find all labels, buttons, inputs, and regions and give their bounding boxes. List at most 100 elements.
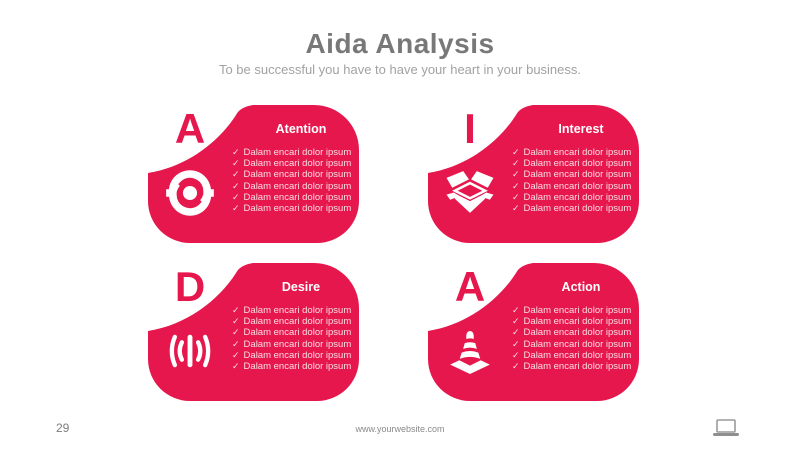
bullet-item: ✓ Dalam encari dolor ipsum [232,361,351,372]
bullet-item: ✓ Dalam encari dolor ipsum [512,316,631,327]
laptop-icon [713,419,739,436]
bullet-text: Dalam encari dolor ipsum [523,305,632,316]
bullet-item: ✓ Dalam encari dolor ipsum [232,147,351,158]
bullet-item: ✓ Dalam encari dolor ipsum [232,169,351,180]
bullet-item: ✓ Dalam encari dolor ipsum [232,158,351,169]
aida-card-desire: D Desire ✓ Dalam encari dolor ipsum ✓ Dala… [148,263,359,401]
bullet-item: ✓ Dalam encari dolor ipsum [512,361,631,372]
bullet-item: ✓ Dalam encari dolor ipsum [512,327,631,338]
check-icon: ✓ [232,158,240,169]
sync-attention-icon [163,167,217,219]
card-shape [428,105,639,243]
bullet-text: Dalam encari dolor ipsum [523,191,632,203]
check-icon: ✓ [512,169,520,180]
check-icon: ✓ [512,147,520,157]
bullet-item: ✓ Dalam encari dolor ipsum [512,181,631,192]
bullet-list: ✓ Dalam encari dolor ipsum ✓ Dalam encari … [232,147,351,214]
bullet-text: Dalam encari dolor ipsum [243,327,352,339]
page-number: 29 [56,421,70,435]
bullet-item: ✓ Dalam encari dolor ipsum [512,169,631,180]
bullet-text: Dalam encari dolor ipsum [243,203,352,215]
bullet-text: Dalam encari dolor ipsum [523,349,632,361]
page-title: Aida Analysis [305,28,495,59]
bullet-item: ✓ Dalam encari dolor ipsum [232,192,351,203]
bullet-item: ✓ Dalam encari dolor ipsum [232,327,351,338]
open-box-icon [443,167,497,219]
check-icon: ✓ [232,327,240,338]
card-title: Action [561,280,601,294]
card-title: Atention [275,122,327,136]
bullet-text: Dalam encari dolor ipsum [523,169,632,181]
bullet-item: ✓ Dalam encari dolor ipsum [512,203,631,214]
bullet-text: Dalam encari dolor ipsum [243,169,352,181]
bullet-text: Dalam encari dolor ipsum [243,180,352,192]
check-icon: ✓ [232,349,240,360]
check-icon: ✓ [512,361,520,372]
bullet-text: Dalam encari dolor ipsum [523,147,632,158]
check-icon: ✓ [232,338,240,349]
bullet-text: Dalam encari dolor ipsum [523,361,632,373]
card-letter: A [454,263,486,310]
bullet-text: Dalam encari dolor ipsum [243,147,352,158]
bullet-text: Dalam encari dolor ipsum [243,158,352,170]
check-icon: ✓ [232,147,240,157]
bullet-text: Dalam encari dolor ipsum [243,316,352,328]
check-icon: ✓ [232,316,240,327]
check-icon: ✓ [512,316,520,327]
check-icon: ✓ [232,180,240,191]
bullet-item: ✓ Dalam encari dolor ipsum [512,158,631,169]
bullet-text: Dalam encari dolor ipsum [523,203,632,215]
check-icon: ✓ [512,338,520,349]
bullet-item: ✓ Dalam encari dolor ipsum [512,147,631,158]
aida-card-action: A Action ✓ Dalam encari dolor ipsum ✓ Dala… [428,263,639,401]
bullet-list: ✓ Dalam encari dolor ipsum ✓ Dalam encari … [232,305,351,372]
bullet-item: ✓ Dalam encari dolor ipsum [512,192,631,203]
bullet-item: ✓ Dalam encari dolor ipsum [232,203,351,214]
broadcast-antenna-icon [163,325,217,377]
check-icon: ✓ [232,305,240,315]
card-letter: D [174,263,206,310]
bullet-text: Dalam encari dolor ipsum [243,191,352,203]
bullet-item: ✓ Dalam encari dolor ipsum [232,350,351,361]
bullet-text: Dalam encari dolor ipsum [243,338,352,350]
card-title: Desire [281,280,321,294]
card-letter: A [174,105,206,152]
bullet-text: Dalam encari dolor ipsum [523,338,632,350]
check-icon: ✓ [512,349,520,360]
check-icon: ✓ [512,158,520,169]
bullet-item: ✓ Dalam encari dolor ipsum [232,316,351,327]
check-icon: ✓ [512,191,520,202]
footer-website: www.yourwebsite.com [355,424,445,434]
card-letter: I [464,105,476,152]
aida-card-attention: A Atention ✓ Dalam encari dolor ipsum ✓ Da… [148,105,359,243]
bullet-text: Dalam encari dolor ipsum [243,305,352,316]
bullet-item: ✓ Dalam encari dolor ipsum [512,305,631,316]
bullet-item: ✓ Dalam encari dolor ipsum [232,305,351,316]
check-icon: ✓ [232,169,240,180]
bullet-item: ✓ Dalam encari dolor ipsum [512,339,631,350]
traffic-cone-icon [443,325,497,377]
page-subtitle: To be successful you have to have your h… [218,62,582,77]
check-icon: ✓ [232,203,240,214]
aida-card-interest: I Interest ✓ Dalam encari dolor ipsum ✓ Da… [428,105,639,243]
bullet-list: ✓ Dalam encari dolor ipsum ✓ Dalam encari … [512,147,631,214]
bullet-item: ✓ Dalam encari dolor ipsum [512,350,631,361]
check-icon: ✓ [512,203,520,214]
bullet-text: Dalam encari dolor ipsum [523,316,632,328]
card-title: Interest [558,122,604,136]
bullet-text: Dalam encari dolor ipsum [523,158,632,170]
bullet-item: ✓ Dalam encari dolor ipsum [232,339,351,350]
check-icon: ✓ [512,305,520,315]
bullet-item: ✓ Dalam encari dolor ipsum [232,181,351,192]
bullet-text: Dalam encari dolor ipsum [243,349,352,361]
bullet-text: Dalam encari dolor ipsum [523,327,632,339]
check-icon: ✓ [512,327,520,338]
bullet-list: ✓ Dalam encari dolor ipsum ✓ Dalam encari … [512,305,631,372]
check-icon: ✓ [232,191,240,202]
card-shape [148,263,359,401]
check-icon: ✓ [232,361,240,372]
bullet-text: Dalam encari dolor ipsum [243,361,352,373]
bullet-text: Dalam encari dolor ipsum [523,180,632,192]
check-icon: ✓ [512,180,520,191]
